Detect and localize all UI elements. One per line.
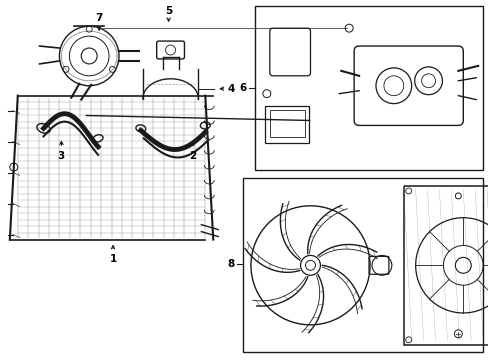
Text: 2: 2 bbox=[189, 151, 196, 161]
Text: 1: 1 bbox=[109, 255, 117, 264]
Text: 6: 6 bbox=[240, 83, 246, 93]
Text: 7: 7 bbox=[96, 13, 103, 23]
Bar bbox=[265, 105, 310, 143]
Bar bbox=[270, 109, 305, 137]
Bar bbox=[404, 186, 490, 345]
Text: 8: 8 bbox=[227, 259, 235, 269]
Text: 4: 4 bbox=[227, 84, 235, 94]
Bar bbox=[243, 178, 483, 352]
Text: 5: 5 bbox=[165, 6, 172, 16]
Text: 3: 3 bbox=[58, 151, 65, 161]
Bar bbox=[255, 6, 483, 170]
